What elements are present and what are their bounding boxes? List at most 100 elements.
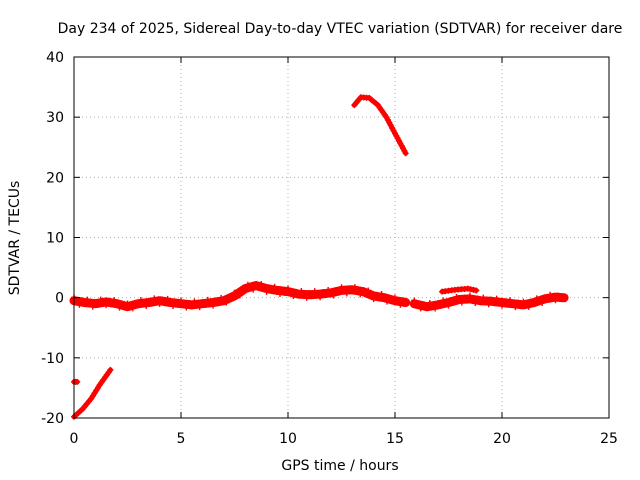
- y-tick-label: 20: [46, 170, 64, 186]
- data-point-marker: [480, 294, 487, 301]
- data-point-marker: [116, 304, 123, 311]
- data-point-marker: [338, 284, 345, 291]
- data-point-marker: [466, 292, 473, 299]
- data-point-marker: [394, 298, 401, 305]
- data-point-marker: [81, 301, 88, 308]
- data-point-marker: [242, 287, 249, 294]
- data-point-marker: [295, 292, 302, 299]
- data-point-marker: [135, 302, 142, 309]
- data-point-marker: [113, 300, 120, 307]
- data-point-marker: [402, 150, 409, 157]
- data-point-marker: [290, 293, 297, 300]
- data-point-marker: [260, 284, 267, 291]
- data-point-marker: [250, 286, 257, 293]
- data-point-marker: [445, 302, 452, 309]
- data-point-marker: [74, 378, 81, 385]
- grid-layer: [74, 57, 609, 418]
- data-point-marker: [322, 292, 329, 299]
- y-tick-label: 30: [46, 110, 64, 126]
- data-point-marker: [255, 284, 262, 291]
- data-point-marker: [287, 289, 294, 296]
- data-point-marker: [474, 295, 481, 302]
- data-point-marker: [301, 291, 308, 298]
- data-point-marker: [367, 291, 374, 298]
- data-point-marker: [293, 288, 300, 295]
- data-point-marker: [303, 294, 310, 301]
- data-point-marker: [341, 287, 348, 294]
- data-point-marker: [178, 297, 184, 304]
- data-point-marker: [375, 295, 382, 302]
- data-point-marker: [186, 299, 193, 306]
- data-point-marker: [482, 297, 489, 304]
- data-point-marker: [89, 303, 96, 310]
- data-point-marker: [223, 299, 230, 306]
- data-point-marker: [314, 291, 321, 298]
- data-point-marker: [215, 300, 222, 307]
- data-point-marker: [105, 297, 112, 304]
- data-point-marker: [493, 295, 500, 302]
- data-point-marker: [420, 301, 427, 308]
- data-point-marker: [161, 300, 168, 307]
- data-point-marker: [515, 299, 522, 306]
- data-point-marker: [180, 300, 187, 307]
- series-band-right: [409, 291, 569, 312]
- data-point-marker: [456, 296, 463, 303]
- data-point-marker: [129, 305, 136, 312]
- data-point-marker: [490, 300, 497, 307]
- x-tick-label: 5: [177, 431, 186, 447]
- x-tick-label: 0: [70, 431, 79, 447]
- data-point-marker: [359, 287, 366, 294]
- series-main-band: [69, 280, 411, 312]
- data-point-marker: [285, 285, 291, 292]
- data-point-marker: [263, 288, 270, 295]
- data-point-marker: [196, 304, 203, 311]
- data-point-marker: [539, 299, 546, 306]
- data-point-marker: [496, 299, 503, 306]
- data-point-marker: [330, 292, 337, 299]
- data-point-marker: [370, 296, 377, 303]
- data-point-marker: [79, 297, 86, 304]
- data-point-marker: [488, 296, 495, 303]
- data-point-marker: [414, 301, 421, 308]
- y-tick-label: 10: [46, 231, 64, 247]
- data-point-marker: [159, 296, 166, 303]
- data-point-marker: [108, 301, 115, 308]
- data-point-marker: [210, 302, 217, 309]
- y-tick-label: -10: [41, 351, 64, 367]
- data-point-marker: [473, 287, 480, 294]
- data-point-marker: [183, 304, 190, 311]
- data-point-marker: [73, 298, 80, 305]
- data-point-marker: [279, 286, 286, 293]
- data-point-marker: [501, 298, 508, 305]
- data-point-marker: [389, 298, 396, 305]
- plot-frame: [73, 56, 610, 419]
- data-point-marker: [469, 296, 476, 303]
- data-point-marker: [357, 291, 364, 298]
- data-point-marker: [525, 303, 532, 310]
- data-point-marker: [424, 305, 431, 312]
- data-point-marker: [411, 297, 418, 304]
- data-point-marker: [561, 294, 568, 301]
- data-point-marker: [343, 290, 350, 297]
- data-point-marker: [282, 289, 289, 296]
- data-point-marker: [121, 304, 128, 311]
- chart-title: Day 234 of 2025, Sidereal Day-to-day VTE…: [58, 21, 623, 37]
- data-point-marker: [351, 284, 358, 291]
- data-point-marker: [552, 297, 559, 304]
- series-layer: [69, 94, 569, 420]
- data-point-marker: [228, 295, 235, 302]
- data-point-marker: [544, 297, 551, 304]
- y-axis-label: SDTVAR / TECUs: [7, 181, 23, 296]
- data-point-marker: [531, 301, 538, 308]
- data-point-marker: [386, 294, 393, 301]
- data-point-marker: [349, 288, 356, 295]
- data-point-marker: [311, 288, 318, 295]
- data-point-marker: [504, 301, 511, 308]
- data-point-marker: [148, 300, 155, 307]
- data-point-marker: [373, 291, 380, 298]
- y-tick-label: -20: [41, 411, 64, 427]
- x-tick-label: 20: [493, 431, 511, 447]
- data-point-marker: [450, 299, 457, 306]
